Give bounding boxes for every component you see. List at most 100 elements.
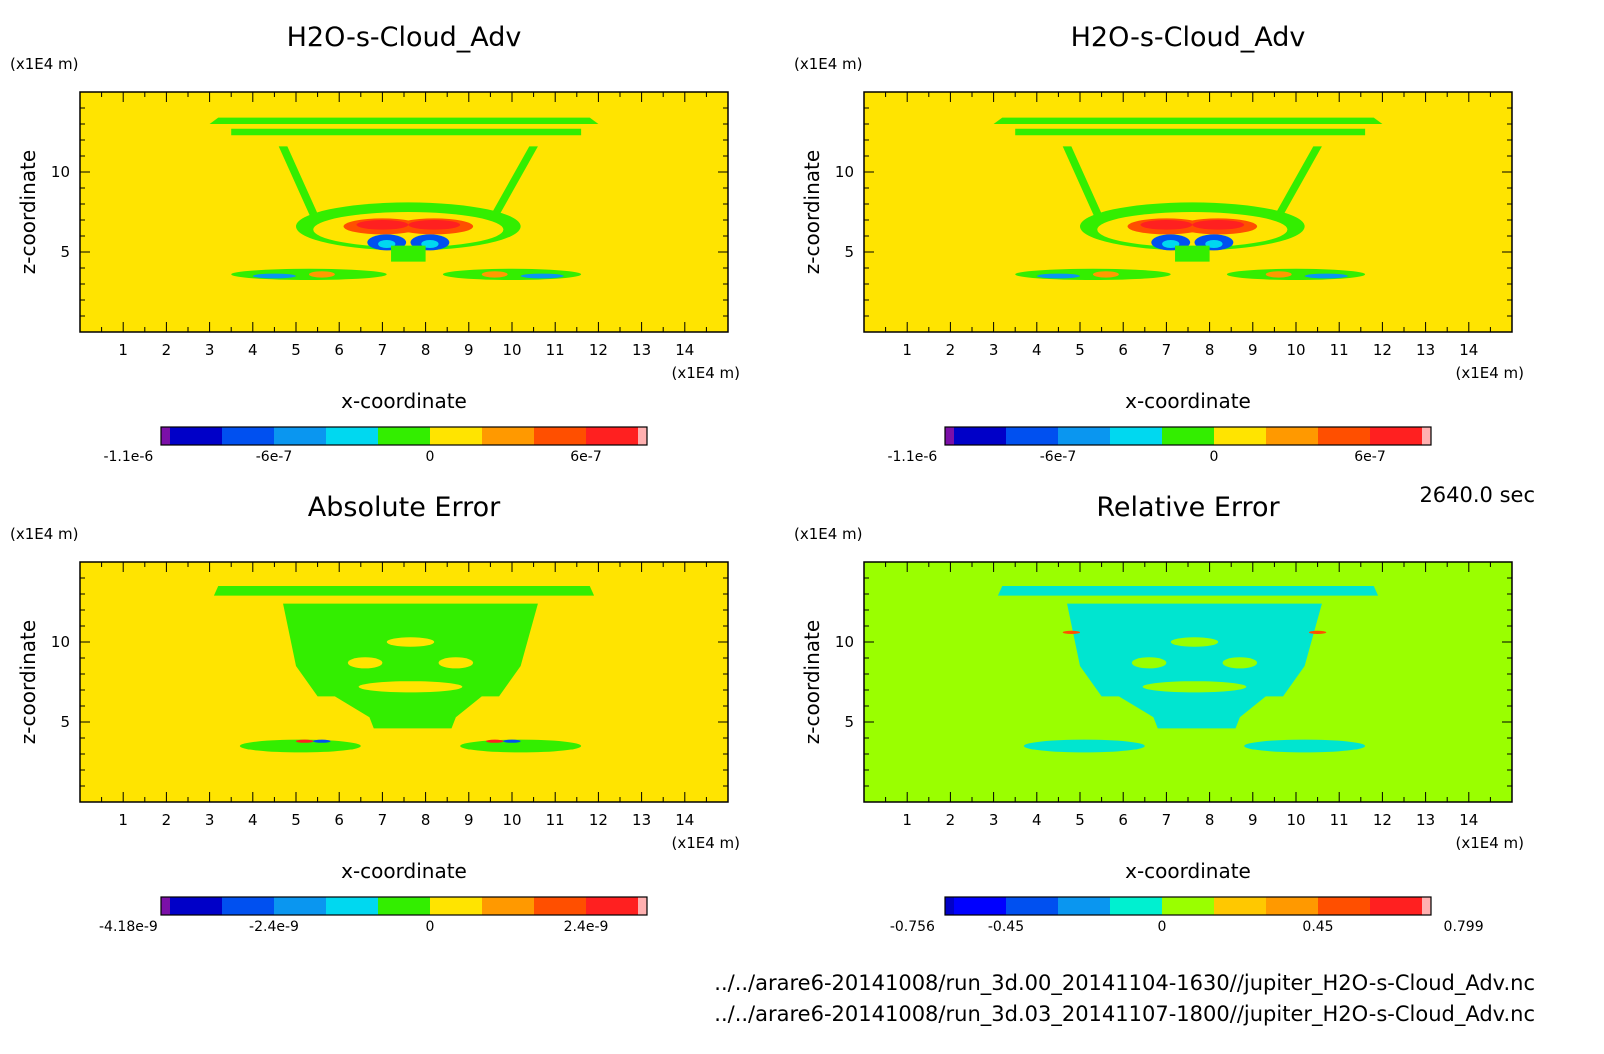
error-base-left	[1023, 739, 1145, 753]
error-hole-top	[1170, 637, 1219, 647]
colorbar-tick-label: 0	[1210, 449, 1219, 465]
colorbar-swatch	[1370, 427, 1422, 445]
cloud-base-left	[231, 268, 387, 280]
cloud-peak-right-core	[408, 220, 461, 230]
error-hole-right	[438, 657, 474, 669]
cloud-anvil-top	[993, 117, 1383, 124]
cloud-peak-right-core	[1192, 220, 1245, 230]
error-base-left	[239, 739, 361, 753]
y-unit-label: (x1E4 m)	[10, 525, 79, 543]
x-tick-label: 4	[1032, 811, 1042, 829]
x-tick-label: 9	[464, 811, 474, 829]
x-unit-label: (x1E4 m)	[671, 364, 740, 382]
x-unit-label: (x1E4 m)	[1455, 364, 1524, 382]
cloud-arm-right	[486, 146, 538, 224]
panel-title: Relative Error	[1096, 492, 1280, 523]
x-axis-label: x-coordinate	[341, 389, 467, 413]
colorbar-tick-label: -0.45	[988, 919, 1024, 935]
cloud-trough-right-core	[1205, 240, 1223, 248]
colorbar-frame	[944, 426, 1432, 446]
x-tick-label: 14	[675, 341, 694, 359]
colorbar-swatch	[326, 897, 378, 915]
colorbar-swatch	[222, 427, 274, 445]
x-tick-label: 4	[1032, 341, 1042, 359]
x-tick-label: 11	[1330, 341, 1349, 359]
x-tick-label: 5	[1075, 341, 1085, 359]
colorbar-tick-label: -0.756	[890, 919, 935, 935]
colorbar-swatch	[378, 427, 430, 445]
x-tick-label: 5	[1075, 811, 1085, 829]
x-tick-label: 2	[946, 811, 956, 829]
panel-1: H2O-s-Cloud_Adv(x1E4 m)1 2 3 4 5 6 7 8 9 10 11 12 13…	[10, 22, 740, 465]
cloud-anvil-top	[209, 117, 599, 124]
x-tick-label: 6	[1118, 341, 1128, 359]
colorbar-tick-label: 2.4e-9	[564, 919, 609, 935]
x-tick-label: 7	[1162, 341, 1172, 359]
cloud-base-right-peak	[1265, 271, 1292, 278]
x-tick-label: 8	[421, 811, 431, 829]
colorbar-swatch	[482, 427, 534, 445]
panel-title: H2O-s-Cloud_Adv	[1071, 22, 1306, 53]
y-tick-label: 5	[60, 243, 70, 261]
cloud-arm-right	[1270, 146, 1322, 224]
colorbar-swatch	[945, 897, 954, 915]
y-unit-label: (x1E4 m)	[794, 525, 863, 543]
y-tick-label: 10	[835, 163, 854, 181]
colorbar-tick-label: 6e-7	[1354, 449, 1385, 465]
x-tick-label: 4	[248, 341, 258, 359]
x-tick-label: 2	[162, 811, 172, 829]
error-spike-left	[1062, 630, 1080, 634]
colorbar-swatch	[945, 427, 954, 445]
cloud-peak-left-core	[1140, 220, 1193, 230]
cloud-base-right-peak	[481, 271, 508, 278]
x-tick-label: 6	[334, 811, 344, 829]
time-label: 2640.0 sec	[1419, 483, 1535, 507]
colorbar-swatch	[274, 897, 326, 915]
y-tick-label: 10	[51, 633, 70, 651]
y-tick-label: 5	[844, 243, 854, 261]
error-hole-mid	[358, 681, 463, 693]
cloud-arm-left	[1062, 146, 1106, 224]
y-axis-label: z-coordinate	[800, 620, 824, 744]
colorbar-swatch	[954, 427, 1006, 445]
y-unit-label: (x1E4 m)	[10, 55, 79, 73]
x-tick-label: 3	[205, 341, 215, 359]
colorbar-swatch	[1058, 427, 1110, 445]
error-spike-right-neg	[503, 739, 521, 743]
cloud-base-right-dip	[1304, 273, 1348, 279]
x-tick-label: 9	[1248, 341, 1258, 359]
colorbar-swatch	[586, 897, 638, 915]
y-tick-label: 10	[835, 633, 854, 651]
error-hole-left	[347, 657, 383, 669]
colorbar-swatch	[954, 897, 1006, 915]
colorbar-swatch	[1006, 897, 1058, 915]
colorbar-tick-label: 0.45	[1302, 919, 1333, 935]
error-spike-right	[1308, 630, 1327, 634]
x-tick-label: 9	[464, 341, 474, 359]
x-tick-label: 10	[502, 341, 521, 359]
cloud-peak-left-core	[356, 220, 409, 230]
error-hole-mid	[1142, 681, 1247, 693]
error-hole-right	[1222, 657, 1258, 669]
colorbar-swatch	[1422, 427, 1431, 445]
colorbar-swatch	[1318, 897, 1370, 915]
x-unit-label: (x1E4 m)	[671, 834, 740, 852]
colorbar-swatch	[1318, 427, 1370, 445]
x-tick-label: 11	[546, 341, 565, 359]
x-tick-label: 2	[162, 341, 172, 359]
colorbar-tick-label: -6e-7	[256, 449, 293, 465]
colorbar-tick-label: -6e-7	[1040, 449, 1077, 465]
y-axis-label: z-coordinate	[16, 620, 40, 744]
colorbar-swatch	[378, 897, 430, 915]
colorbar-swatch	[1370, 897, 1422, 915]
error-spike-left	[296, 739, 314, 743]
x-tick-label: 3	[989, 341, 999, 359]
file-path: ../../arare6-20141008/run_3d.00_20141104…	[714, 971, 1535, 996]
colorbar-tick-label: 0	[426, 919, 435, 935]
x-tick-label: 1	[118, 341, 128, 359]
cloud-base-left-dip	[252, 273, 296, 279]
y-tick-label: 5	[844, 713, 854, 731]
colorbar-swatch	[274, 427, 326, 445]
x-tick-label: 12	[1373, 341, 1392, 359]
colorbar-swatch	[430, 427, 482, 445]
